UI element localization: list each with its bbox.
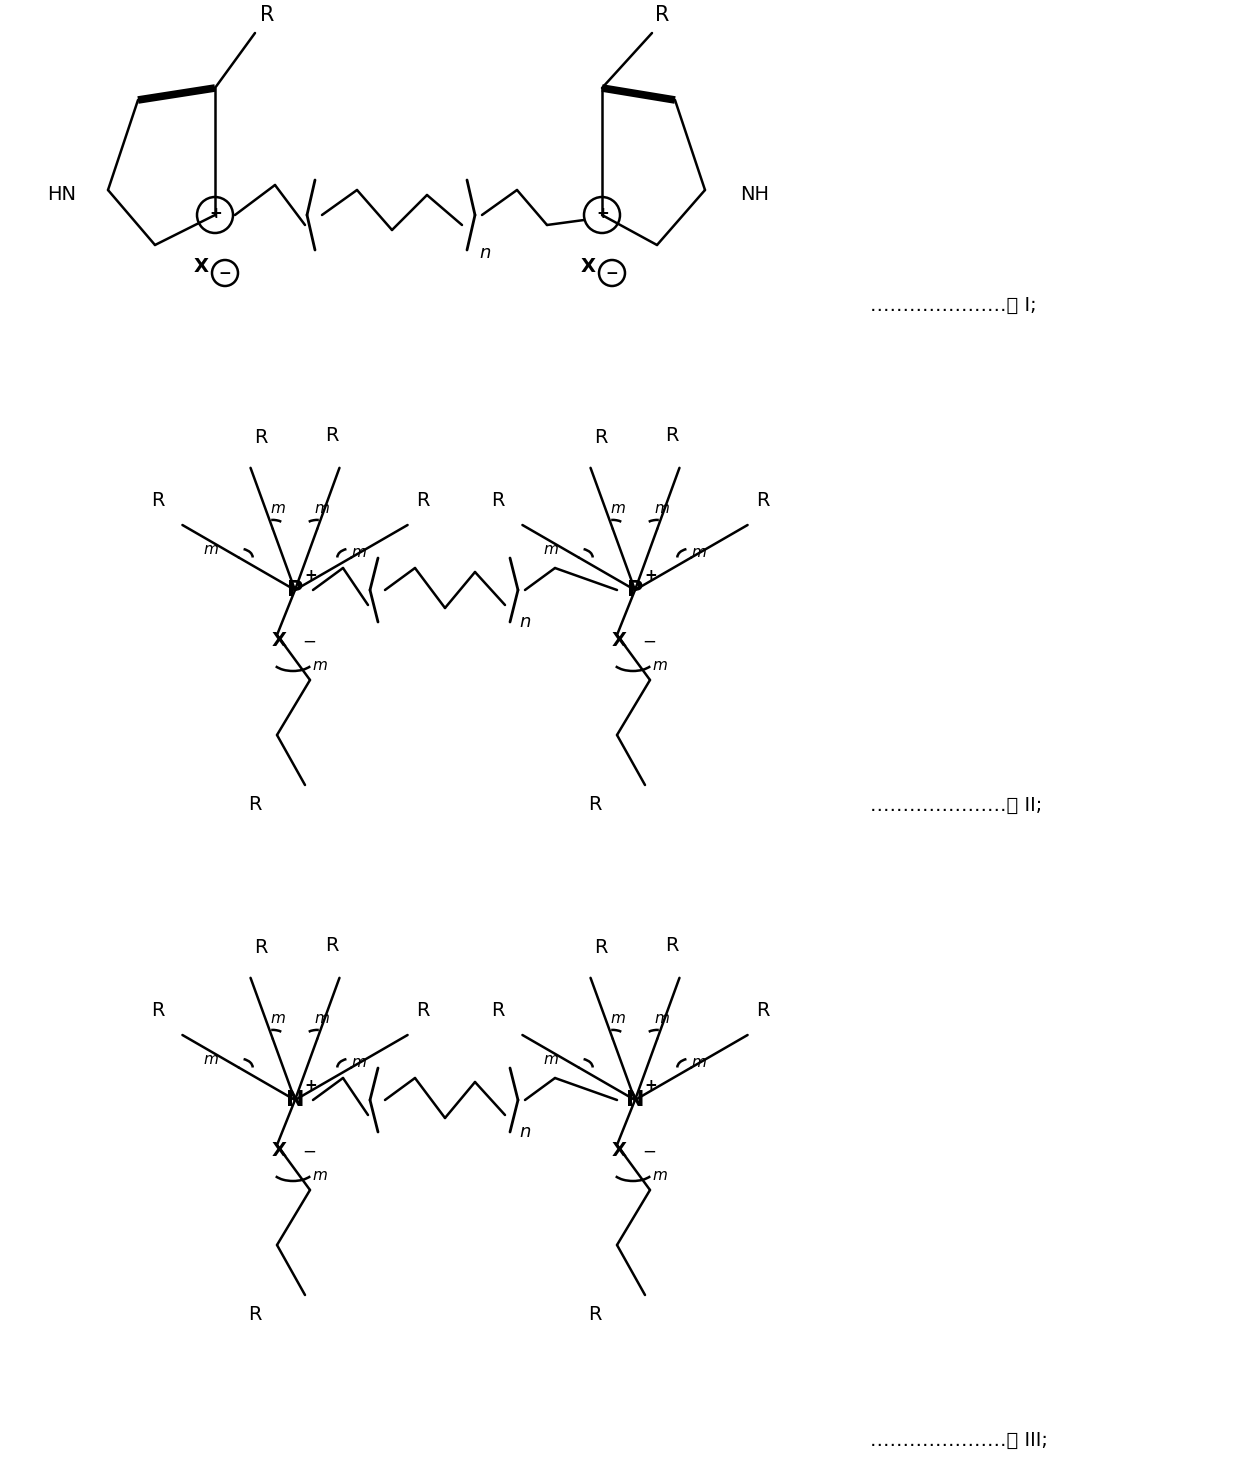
Text: …………………式 I;: …………………式 I; [870,296,1037,315]
Text: m: m [655,1012,670,1026]
Text: R: R [151,491,164,509]
Text: m: m [315,501,330,516]
Text: P: P [286,580,303,600]
Text: +: + [645,1078,657,1093]
Text: +: + [210,206,222,220]
Text: −: − [642,633,656,651]
Text: N: N [285,1090,304,1111]
Text: +: + [645,568,657,584]
Text: n: n [520,1123,531,1140]
Text: R: R [594,938,608,957]
Text: m: m [203,1052,218,1066]
Text: R: R [248,1306,262,1325]
Text: X: X [611,630,626,649]
Text: m: m [270,501,285,516]
Text: m: m [692,544,707,561]
Text: R: R [655,4,670,25]
Text: R: R [756,1000,769,1019]
Text: m: m [315,1012,330,1026]
Text: −: − [642,1143,656,1161]
Text: m: m [352,544,367,561]
Text: R: R [325,426,339,445]
Text: R: R [248,796,262,815]
Text: R: R [594,429,608,447]
Text: +: + [305,568,317,584]
Text: …………………式 III;: …………………式 III; [870,1430,1048,1449]
Text: n: n [520,612,531,632]
Text: R: R [665,936,678,955]
Text: m: m [352,1055,367,1069]
Text: R: R [756,491,769,509]
Text: m: m [270,1012,285,1026]
Text: X: X [272,1140,286,1160]
Text: −: − [218,266,232,281]
Text: n: n [479,244,490,262]
Text: X: X [272,630,286,649]
Text: R: R [415,491,429,509]
Text: …………………式 II;: …………………式 II; [870,796,1043,815]
Text: N: N [626,1090,645,1111]
Text: m: m [312,1167,327,1183]
Text: X: X [580,257,595,277]
Text: X: X [611,1140,626,1160]
Text: R: R [260,4,274,25]
Text: m: m [610,1012,625,1026]
Text: NH: NH [740,185,769,204]
Text: m: m [655,501,670,516]
Text: −: − [605,266,619,281]
Text: m: m [543,1052,558,1066]
Text: R: R [151,1000,164,1019]
Text: +: + [596,206,609,220]
Text: R: R [491,491,505,509]
Text: P: P [627,580,644,600]
Text: m: m [203,541,218,558]
Text: −: − [303,633,316,651]
Text: −: − [303,1143,316,1161]
Text: R: R [254,938,268,957]
Text: m: m [610,501,625,516]
Text: m: m [652,1167,667,1183]
Text: m: m [312,658,327,673]
Text: R: R [254,429,268,447]
Text: R: R [325,936,339,955]
Text: R: R [491,1000,505,1019]
Text: R: R [415,1000,429,1019]
Text: HN: HN [47,185,76,204]
Text: m: m [543,541,558,558]
Text: +: + [305,1078,317,1093]
Text: X: X [193,257,208,277]
Text: R: R [588,796,601,815]
Text: m: m [652,658,667,673]
Text: R: R [588,1306,601,1325]
Text: R: R [665,426,678,445]
Text: m: m [692,1055,707,1069]
